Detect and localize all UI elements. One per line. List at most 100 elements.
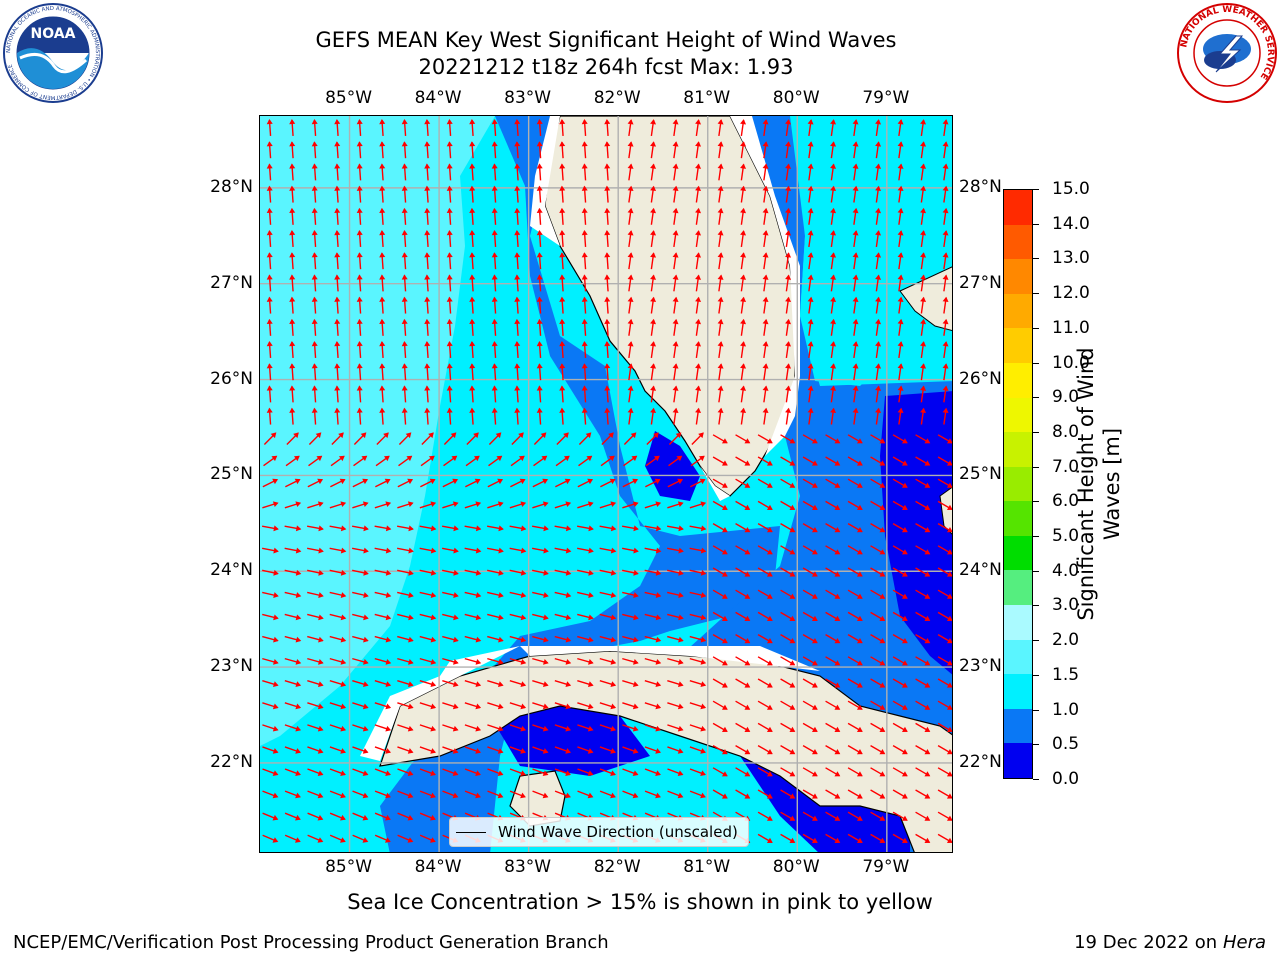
wave-direction-arrow [419, 834, 436, 843]
wave-direction-arrow [554, 547, 572, 554]
wave-direction-arrow [847, 567, 863, 577]
wave-direction-arrow [262, 635, 279, 643]
wave-direction-arrow [464, 724, 482, 732]
wave-direction-arrow [604, 363, 611, 381]
wave-direction-arrow [897, 185, 904, 203]
wave-direction-arrow [379, 185, 386, 203]
wave-direction-arrow [735, 722, 751, 733]
wave-direction-arrow [644, 635, 662, 643]
wave-direction-arrow [717, 385, 724, 403]
wave-direction-arrow [915, 767, 931, 777]
wave-direction-arrow [487, 746, 504, 754]
wave-direction-arrow [870, 567, 886, 577]
wave-direction-arrow [311, 252, 318, 270]
wave-direction-arrow [785, 385, 792, 403]
wave-direction-arrow [356, 207, 363, 225]
wave-direction-arrow [650, 363, 657, 381]
wave-direction-arrow [942, 163, 949, 181]
wave-direction-arrow [514, 230, 521, 248]
wave-direction-arrow [532, 591, 549, 599]
wave-direction-arrow [356, 341, 363, 359]
colorbar-segment [1004, 742, 1032, 778]
wave-direction-arrow [599, 724, 617, 732]
wave-direction-arrow [875, 407, 882, 425]
wave-direction-arrow [262, 812, 279, 821]
wave-direction-arrow [536, 274, 543, 292]
wave-direction-arrow [757, 589, 773, 599]
wave-direction-arrow [689, 591, 707, 599]
wave-direction-arrow [915, 478, 931, 488]
wave-direction-arrow [379, 230, 386, 248]
wave-direction-arrow [514, 207, 521, 225]
colorbar-tick [1033, 293, 1039, 295]
colorbar-segment [1004, 500, 1032, 536]
wave-direction-arrow [644, 613, 662, 621]
wave-direction-arrow [830, 230, 837, 248]
wave-direction-arrow [695, 341, 702, 359]
wave-direction-arrow [379, 207, 386, 225]
wave-direction-arrow [559, 141, 566, 159]
wave-direction-arrow [289, 119, 296, 137]
wave-direction-arrow [650, 318, 657, 336]
wave-direction-arrow [644, 569, 662, 576]
wave-direction-arrow [780, 456, 796, 466]
lat-tick-label-right: 28°N [959, 176, 1002, 197]
wave-direction-arrow [712, 656, 728, 666]
wave-direction-arrow [712, 500, 728, 511]
wave-direction-arrow [644, 657, 662, 665]
wave-direction-arrow [870, 611, 886, 622]
wave-direction-arrow [915, 611, 931, 622]
wave-direction-arrow [262, 790, 279, 799]
wave-direction-arrow [892, 500, 908, 511]
wave-direction-arrow [446, 296, 453, 314]
wave-direction-arrow [712, 456, 728, 466]
wave-direction-arrow [559, 185, 566, 203]
wave-direction-arrow [487, 680, 504, 688]
colorbar-segment [1004, 258, 1032, 294]
wave-direction-arrow [491, 363, 498, 381]
wave-direction-arrow [375, 455, 390, 467]
wave-direction-arrow [852, 141, 859, 159]
wave-direction-arrow [627, 318, 634, 336]
wave-direction-arrow [712, 434, 728, 444]
wave-direction-arrow [487, 635, 504, 643]
wave-direction-arrow [667, 591, 684, 599]
colorbar-tick-label: 1.0 [1052, 699, 1080, 720]
wave-direction-arrow [780, 522, 796, 533]
wave-direction-arrow [802, 656, 818, 666]
wave-direction-arrow [352, 768, 369, 777]
wave-direction-arrow [554, 525, 572, 532]
wave-direction-arrow [374, 702, 392, 710]
wave-direction-arrow [577, 790, 594, 799]
wave-direction-arrow [578, 432, 592, 445]
wave-direction-arrow [469, 230, 476, 248]
wave-direction-arrow [311, 318, 318, 336]
wave-direction-arrow [667, 657, 684, 665]
wave-direction-arrow [424, 252, 431, 270]
wave-direction-arrow [785, 407, 792, 425]
wave-direction-arrow [689, 790, 706, 799]
wave-direction-arrow [852, 407, 859, 425]
wave-direction-arrow [311, 185, 318, 203]
lon-tick-label-bottom: 80°W [772, 857, 820, 877]
wave-direction-arrow [650, 252, 657, 270]
wave-direction-arrow [532, 613, 549, 621]
wave-direction-arrow [870, 633, 886, 644]
wave-direction-arrow [289, 296, 296, 314]
wave-direction-arrow [672, 296, 679, 314]
wave-direction-arrow [356, 363, 363, 381]
wave-direction-arrow [690, 455, 705, 467]
wave-direction-arrow [554, 635, 572, 643]
wave-direction-arrow [892, 789, 908, 799]
wave-direction-arrow [875, 163, 882, 181]
wave-direction-arrow [262, 569, 279, 576]
wave-direction-arrow [847, 545, 863, 555]
wave-direction-arrow [780, 656, 796, 666]
wave-direction-arrow [646, 432, 659, 445]
wave-direction-arrow [937, 522, 952, 533]
wave-direction-arrow [599, 569, 617, 576]
wave-direction-arrow [622, 768, 639, 777]
wave-direction-arrow [644, 724, 662, 732]
wave-direction-arrow [464, 635, 482, 643]
wave-direction-arrow [532, 746, 549, 754]
